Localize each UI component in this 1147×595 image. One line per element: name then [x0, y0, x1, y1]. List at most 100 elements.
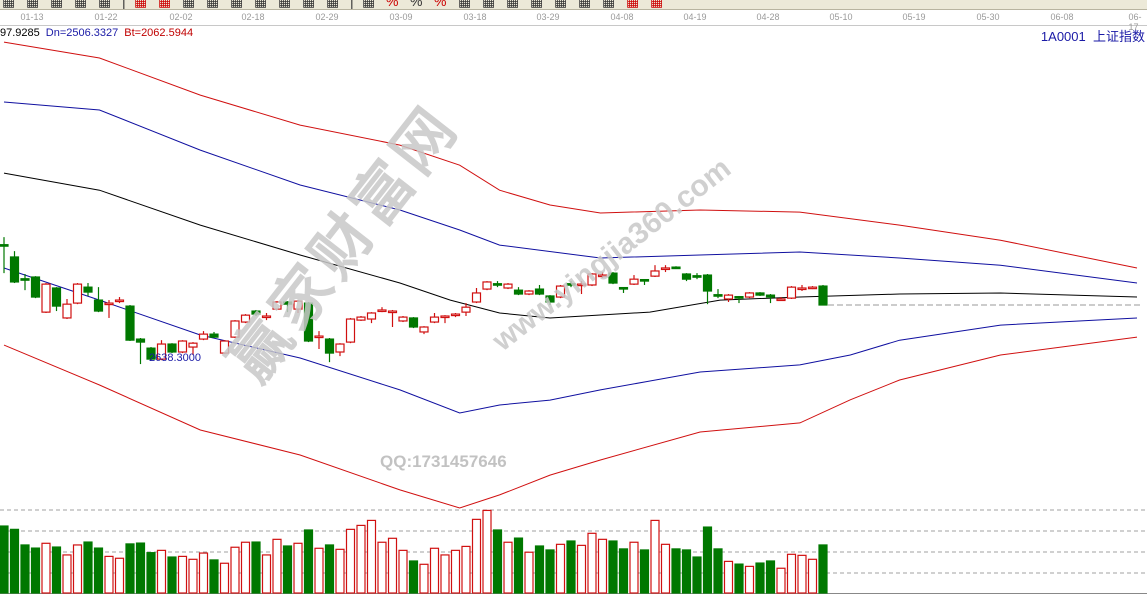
- volume-bar: [744, 565, 755, 594]
- draw-arrow-icon[interactable]: ▦: [326, 0, 340, 9]
- volume-bar: [618, 548, 629, 594]
- candle-up: [188, 342, 198, 348]
- candle-up: [240, 314, 251, 323]
- cross-cursor-icon[interactable]: ▦: [98, 0, 112, 9]
- candle-down: [639, 278, 650, 282]
- date-label: 06-17: [1128, 12, 1142, 32]
- draw-ray-icon[interactable]: ▦: [158, 0, 172, 9]
- volume-bar: [146, 552, 156, 594]
- volume-bar: [0, 525, 9, 594]
- volume-bar: [765, 560, 776, 594]
- candle-down: [135, 338, 146, 343]
- line-chart-icon[interactable]: ▦: [50, 0, 64, 9]
- volume-bar: [524, 551, 534, 594]
- candle-down: [765, 294, 776, 298]
- volume-bar: [93, 547, 104, 594]
- cycle-line-2-icon[interactable]: ▦: [602, 0, 616, 9]
- volume-bar: [377, 541, 387, 594]
- candle-down: [755, 292, 765, 296]
- draw-channel-icon[interactable]: ▦: [182, 0, 196, 9]
- volume-bar: [387, 537, 398, 594]
- candle-up: [461, 306, 471, 313]
- red-line-icon[interactable]: ▦: [650, 0, 664, 9]
- volume-bar: [324, 544, 335, 594]
- candle-down: [93, 299, 104, 312]
- fraction-icon[interactable]: %: [410, 0, 423, 9]
- date-label: 04-19: [683, 12, 707, 22]
- volume-bar: [797, 554, 807, 594]
- candle-down: [566, 283, 576, 286]
- volume-bar: [20, 544, 30, 594]
- candle-down: [9, 256, 20, 283]
- volume-bar: [713, 548, 723, 594]
- candle-up: [335, 343, 345, 353]
- gold-icon[interactable]: ▦: [458, 0, 472, 9]
- volume-bar: [776, 567, 786, 594]
- cycle-line-icon[interactable]: ▦: [578, 0, 592, 9]
- candle-up: [114, 299, 125, 303]
- candle-up: [776, 298, 786, 302]
- volume-bar: [629, 541, 639, 594]
- red-cycle-icon[interactable]: ▦: [626, 0, 640, 9]
- gold-line-icon[interactable]: ▦: [482, 0, 496, 9]
- candle-down: [492, 283, 503, 286]
- draw-fan-icon[interactable]: ▦: [206, 0, 220, 9]
- separator: |: [350, 0, 354, 9]
- volume-bar: [702, 526, 713, 594]
- volume-bar: [723, 560, 734, 594]
- candle-up: [471, 292, 482, 303]
- volume-bar: [9, 528, 20, 594]
- volume-bar: [734, 563, 744, 594]
- candle-up: [629, 278, 639, 285]
- candle-down: [681, 273, 692, 280]
- candle-up: [72, 283, 83, 304]
- tower-chart-icon[interactable]: ▦: [74, 0, 88, 9]
- draw-line-icon[interactable]: ▦: [134, 0, 148, 9]
- volume-bar: [660, 543, 671, 594]
- candle-down: [513, 289, 524, 295]
- candle-up: [576, 283, 587, 287]
- date-label: 05-10: [829, 12, 853, 22]
- candle-up: [293, 300, 303, 310]
- draw-rect-icon[interactable]: ▦: [302, 0, 316, 9]
- percent-icon[interactable]: %: [386, 0, 399, 9]
- candle-down: [146, 347, 156, 360]
- volume-bar: [366, 519, 377, 594]
- candle-chart-icon[interactable]: ▦: [26, 0, 40, 9]
- volume-bar: [104, 555, 114, 594]
- volume-bar: [30, 547, 41, 594]
- candle-up: [723, 294, 734, 300]
- candle-up: [314, 335, 324, 339]
- candle-down: [671, 266, 681, 270]
- gold-split-icon[interactable]: ▦: [554, 0, 568, 9]
- candle-down: [545, 295, 555, 303]
- candle-down: [20, 278, 30, 281]
- wave-icon[interactable]: ▦: [530, 0, 544, 9]
- volume-bar: [807, 558, 818, 594]
- bar-chart-icon[interactable]: ▦: [2, 0, 16, 9]
- candle-up: [503, 283, 513, 289]
- volume-bar: [650, 519, 660, 594]
- boll-upper-outer-line: [3, 41, 1138, 269]
- brush-icon[interactable]: ▦: [506, 0, 520, 9]
- volume-bar: [440, 554, 450, 594]
- candle-up: [797, 287, 807, 291]
- draw-pen-icon[interactable]: ▦: [230, 0, 244, 9]
- candle-up: [482, 281, 492, 290]
- draw-dots-icon[interactable]: ▦: [254, 0, 268, 9]
- candle-up: [660, 267, 671, 271]
- candle-down: [713, 294, 723, 297]
- volume-bar: [534, 545, 545, 594]
- volume-bar: [555, 543, 566, 594]
- draw-grid-icon[interactable]: ▦: [278, 0, 292, 9]
- candle-up: [377, 309, 387, 313]
- candle-up: [450, 313, 461, 317]
- candle-up: [219, 340, 230, 354]
- volume-bar: [503, 541, 513, 594]
- date-label: 03-18: [463, 12, 487, 22]
- volume-bar: [419, 563, 429, 594]
- percent-line-icon[interactable]: %: [434, 0, 447, 9]
- candle-down: [0, 244, 9, 247]
- ruler-icon[interactable]: ▦: [362, 0, 376, 9]
